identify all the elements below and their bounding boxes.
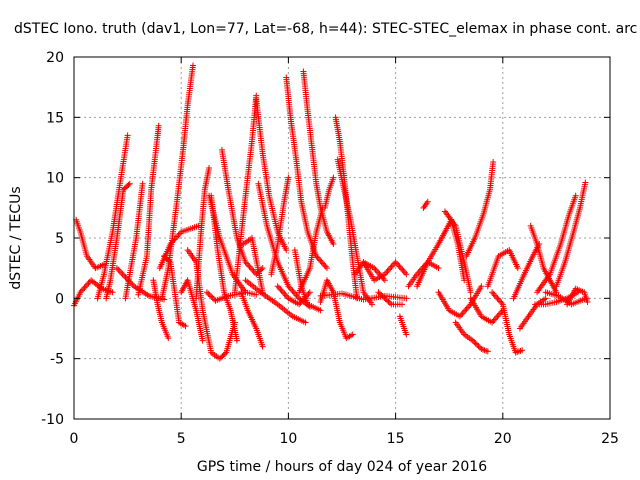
data-point <box>474 341 481 348</box>
x-tick-label: 5 <box>177 431 186 447</box>
data-point <box>424 198 431 205</box>
data-point <box>379 293 386 300</box>
data-point <box>385 298 392 305</box>
data-point <box>259 343 266 350</box>
data-point <box>349 331 356 338</box>
data-point <box>253 291 260 298</box>
data-point <box>519 347 526 354</box>
x-tick-label: 25 <box>601 431 619 447</box>
data-point <box>233 337 240 344</box>
data-point <box>125 181 132 188</box>
y-tick-label: 20 <box>46 50 64 66</box>
data-point <box>435 265 442 272</box>
data-point <box>403 271 410 278</box>
data-point <box>542 295 549 302</box>
data-point <box>283 247 290 254</box>
data-point <box>403 331 410 338</box>
data-point <box>206 292 213 299</box>
data-point <box>155 122 162 129</box>
data-point <box>478 283 485 290</box>
chart-title: dSTEC Iono. truth (dav1, Lon=77, Lat=-68… <box>14 21 637 37</box>
data-point <box>109 289 116 296</box>
data-point <box>317 307 324 314</box>
data-point <box>306 289 313 296</box>
x-tick-label: 20 <box>494 431 512 447</box>
data-points <box>71 62 591 362</box>
y-tick-label: 15 <box>46 110 64 126</box>
data-point <box>375 289 382 296</box>
data-point <box>382 296 389 303</box>
data-point <box>195 222 202 229</box>
data-point <box>199 337 206 344</box>
data-point <box>124 132 131 139</box>
data-point <box>203 289 210 296</box>
data-point <box>381 277 388 284</box>
data-point <box>572 192 579 199</box>
x-tick-label: 0 <box>70 431 79 447</box>
data-point <box>467 289 474 296</box>
data-point <box>126 180 133 187</box>
data-point <box>514 265 521 272</box>
data-point <box>221 350 228 357</box>
data-point <box>165 335 172 342</box>
data-point <box>139 180 146 187</box>
y-tick-label: 10 <box>46 171 64 187</box>
x-tick-label: 10 <box>279 431 297 447</box>
data-point <box>206 165 213 172</box>
data-point <box>399 301 406 308</box>
data-point <box>323 265 330 272</box>
data-point <box>469 337 476 344</box>
data-point <box>259 265 266 272</box>
data-point <box>472 340 479 347</box>
x-tick-label: 15 <box>387 431 405 447</box>
data-point <box>182 323 189 330</box>
data-point <box>376 290 383 297</box>
data-point <box>369 301 376 308</box>
y-tick-label: -10 <box>41 412 64 428</box>
data-point <box>381 294 388 301</box>
data-point <box>386 300 393 307</box>
data-point <box>475 343 482 350</box>
data-point <box>302 319 309 326</box>
data-point <box>582 179 589 186</box>
data-point <box>471 338 478 345</box>
data-point <box>484 348 491 355</box>
y-tick-label: -5 <box>50 352 64 368</box>
data-point <box>330 174 337 181</box>
y-tick-label: 5 <box>55 231 64 247</box>
data-point <box>211 296 218 303</box>
x-axis-label: GPS time / hours of day 024 of year 2016 <box>197 459 487 475</box>
data-point <box>189 62 196 69</box>
data-point <box>584 298 591 305</box>
data-point <box>384 297 391 304</box>
y-axis-label: dSTEC / TECUs <box>8 186 24 289</box>
y-tick-label: 0 <box>55 291 64 307</box>
data-point <box>476 344 483 351</box>
data-point <box>378 291 385 298</box>
data-point <box>285 174 292 181</box>
data-point <box>209 294 216 301</box>
data-point <box>490 158 497 165</box>
data-point <box>403 295 410 302</box>
data-point <box>330 241 337 248</box>
data-point <box>208 293 215 300</box>
axis-ticks: 0 5 10 15 20 25 -10 -5 0 5 10 15 20 <box>41 50 619 447</box>
data-point <box>205 290 212 297</box>
